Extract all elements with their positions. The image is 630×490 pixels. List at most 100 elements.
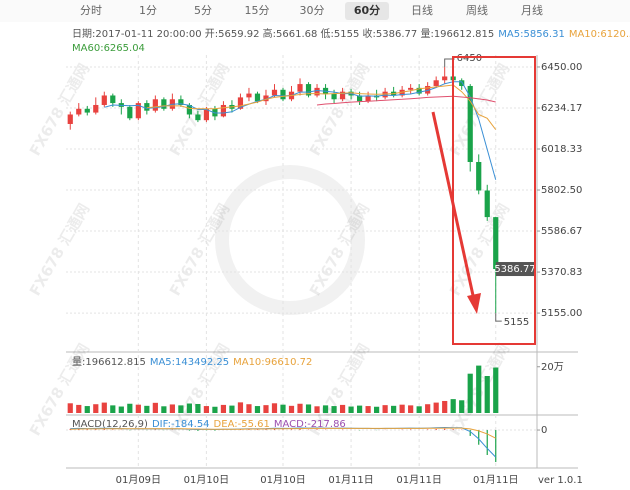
info-item: MA5:5856.31 [498, 29, 565, 40]
y-tick-label: 6450.00 [541, 62, 582, 73]
candle-body [297, 84, 303, 92]
arrow-head [467, 293, 481, 314]
candle-body [161, 99, 167, 109]
info-item: MA10:96610.72 [233, 357, 312, 368]
info-item: 量:196612.815 [72, 356, 146, 368]
candle-body [76, 108, 82, 115]
volume-bar [271, 403, 278, 413]
watermark: FX678 汇通网 [26, 200, 93, 299]
tab[interactable]: 1分 [139, 4, 157, 17]
tab[interactable]: 月线 [521, 3, 543, 17]
volume-bar [314, 406, 320, 413]
volume-bar [425, 404, 431, 413]
candle-body [399, 89, 405, 96]
macd-line [70, 427, 496, 439]
x-tick-label: 01月10日 [260, 474, 305, 486]
candle-body [425, 85, 431, 94]
ma-line [104, 81, 497, 180]
candle-body [144, 103, 150, 111]
candle-body [110, 95, 116, 104]
volume-bar [93, 404, 99, 413]
y-tick-label: 5802.50 [541, 185, 582, 196]
tab[interactable]: 分时 [80, 4, 102, 17]
volume-bar [169, 404, 175, 413]
candle-body [127, 106, 133, 119]
candle-body [203, 108, 210, 121]
volume-bar [433, 402, 439, 413]
candle-body [331, 93, 337, 100]
volume-bar [178, 405, 184, 413]
volume-bar [467, 373, 473, 413]
tab-bar [0, 0, 630, 22]
volume-bar [110, 405, 116, 413]
volume-bar [339, 404, 346, 413]
volume-bar [127, 403, 133, 413]
y-tick-label: 20万 [541, 362, 564, 373]
high-pointer [444, 58, 455, 67]
last-price: 5386.77 [494, 264, 535, 275]
info-line: 量:196612.815 MA5:143492.25 MA10:96610.72 [72, 356, 312, 368]
volume-bar [254, 406, 261, 413]
candle-body [305, 84, 312, 96]
volume-bar [212, 406, 218, 413]
info-item: MA5:143492.25 [150, 357, 229, 368]
x-tick-label: 01月09日 [116, 474, 161, 486]
info-item: DEA:-55.61 [214, 419, 270, 430]
tab[interactable]: 周线 [466, 3, 488, 17]
volume-bar [237, 402, 244, 413]
volume-bar [493, 367, 499, 413]
version: ver 1.0.1 [538, 475, 583, 486]
volume-bar [476, 365, 482, 413]
candle-body [93, 104, 99, 113]
volume-bar [84, 406, 90, 413]
candle-body [254, 93, 261, 102]
y-tick-label: 6018.33 [541, 144, 582, 155]
x-tick-label: 01月11日 [473, 474, 518, 486]
volume-bar [195, 403, 201, 413]
watermark: FX678 汇通网 [26, 60, 93, 159]
candle-body [195, 114, 201, 121]
volume-bar [399, 404, 405, 413]
volume-bar [144, 405, 150, 413]
candle-body [186, 104, 192, 115]
tab[interactable]: 5分 [194, 4, 212, 17]
volume-bar [229, 405, 235, 413]
info-item: MA10:6120.58 [569, 29, 630, 40]
info-item: MACD:-217.86 [274, 419, 346, 430]
volume-bar [297, 403, 303, 413]
candle-body [152, 99, 158, 111]
tab[interactable]: 15分 [245, 4, 270, 17]
low-label: 5155 [504, 317, 529, 328]
volume-bar [331, 406, 337, 413]
volume-bar [118, 406, 124, 413]
candle-body [246, 93, 252, 98]
tab[interactable]: 日线 [411, 3, 433, 17]
candle-body [416, 87, 422, 94]
volume-bar [67, 403, 73, 413]
volume-bar [220, 404, 227, 413]
volume-bar [416, 406, 422, 413]
candle-body [178, 99, 184, 105]
y-tick-label: 6234.17 [541, 103, 582, 114]
tab[interactable]: 60分 [354, 3, 380, 17]
candle-body [433, 80, 439, 86]
candle-body [442, 76, 448, 81]
volume-bar [356, 405, 363, 413]
candle-body [135, 103, 141, 119]
volume-bar [288, 405, 295, 413]
candle-body [263, 95, 269, 102]
tab[interactable]: 30分 [300, 4, 325, 17]
volume-bar [322, 405, 329, 413]
watermark: FX678 汇通网 [306, 60, 373, 159]
x-tick-label: 01月10日 [184, 474, 229, 486]
y-tick-label: 0 [541, 425, 547, 436]
candle-body [365, 95, 371, 102]
volume-bar [459, 400, 465, 413]
info-item: MA60:6265.04 [72, 43, 145, 54]
volume-bar [101, 402, 107, 413]
candle-body [271, 89, 278, 96]
candle-body [101, 95, 107, 105]
candle-body [220, 104, 227, 117]
volume-bar [382, 405, 388, 413]
